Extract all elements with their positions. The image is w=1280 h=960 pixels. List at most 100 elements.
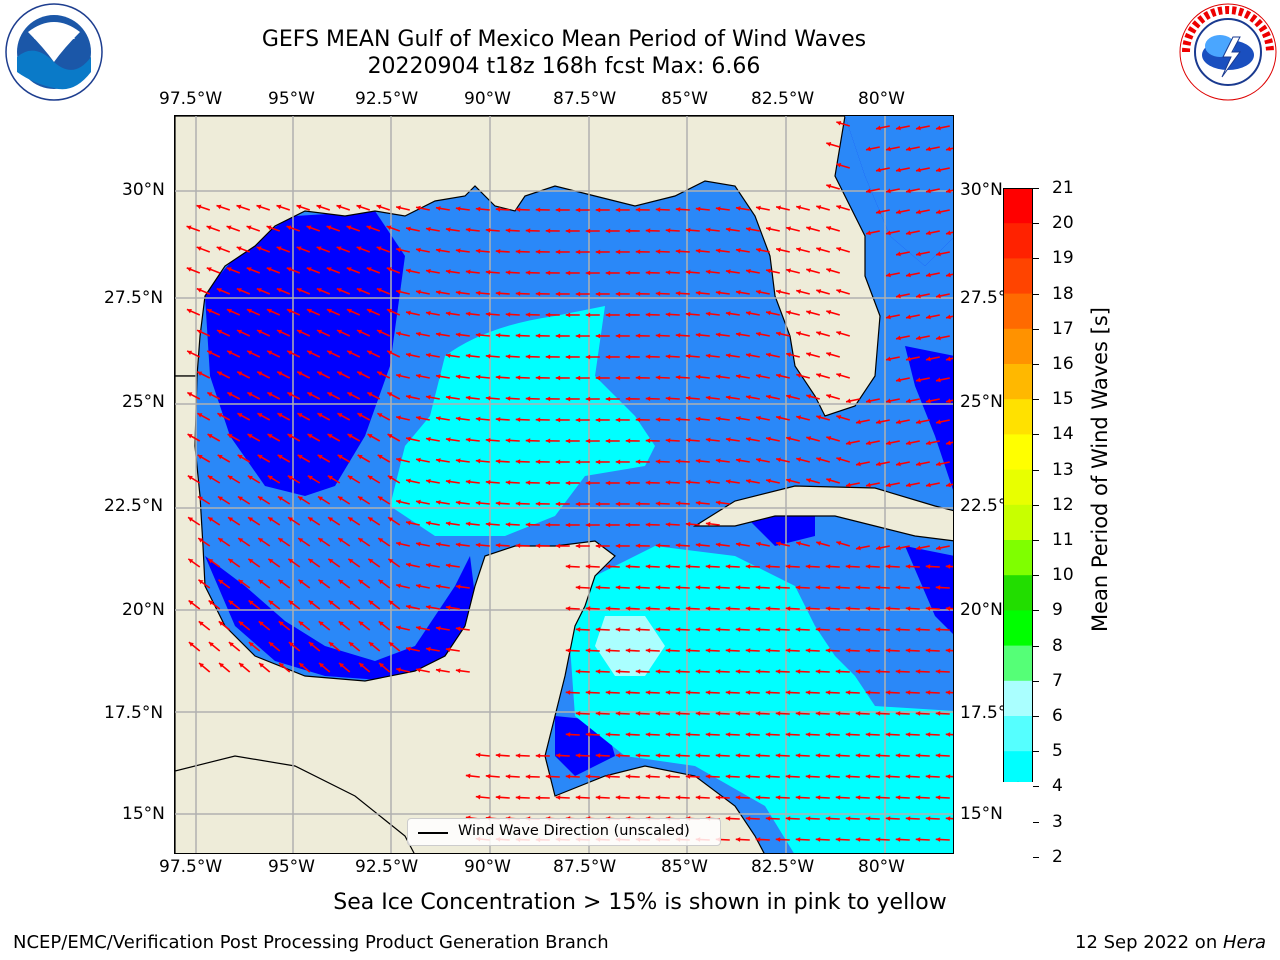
wave-arrow xyxy=(816,541,830,547)
wave-arrow xyxy=(336,204,351,211)
wave-arrow xyxy=(246,308,261,316)
wave-arrow xyxy=(755,753,770,758)
chart-subtitle: 20220904 t18z 168h fcst Max: 6.66 xyxy=(367,54,761,79)
wave-arrow xyxy=(445,605,460,610)
wave-arrow xyxy=(256,329,271,337)
wave-arrow xyxy=(816,289,830,295)
wave-arrow xyxy=(338,662,351,673)
wave-arrow xyxy=(525,354,540,360)
wave-arrow xyxy=(805,690,820,695)
wave-arrow xyxy=(545,228,560,234)
wave-arrow xyxy=(625,312,640,318)
wave-arrow xyxy=(575,627,590,632)
wave-arrow xyxy=(745,310,760,316)
wave-arrow xyxy=(555,417,570,423)
wave-arrow xyxy=(615,669,630,674)
wave-arrow xyxy=(505,312,520,317)
wave-arrow xyxy=(815,753,830,758)
wave-arrow xyxy=(655,711,670,716)
wave-arrow xyxy=(885,398,900,404)
wave-arrow xyxy=(915,335,930,341)
wave-arrow xyxy=(425,226,440,232)
wave-arrow xyxy=(635,795,650,800)
wave-arrow xyxy=(755,415,770,421)
wave-arrow xyxy=(455,626,470,632)
wave-arrow xyxy=(775,415,790,421)
wave-arrow xyxy=(845,482,860,488)
wave-arrow xyxy=(317,495,331,505)
wave-arrow xyxy=(297,412,311,421)
wave-arrow xyxy=(485,479,500,485)
wave-arrow xyxy=(915,251,930,257)
wave-arrow xyxy=(915,167,930,173)
wave-arrow xyxy=(675,416,690,422)
wave-arrow xyxy=(228,641,241,652)
wave-arrow xyxy=(276,204,291,211)
wave-arrow xyxy=(685,648,700,653)
colorbar-tick-label: 10 xyxy=(1052,565,1074,586)
wave-arrow xyxy=(525,228,540,234)
colorbar-segment xyxy=(1003,645,1033,682)
wave-arrow xyxy=(236,287,251,295)
wave-arrow xyxy=(366,391,381,400)
wave-arrow xyxy=(307,516,321,526)
wave-arrow xyxy=(545,312,560,318)
wave-arrow xyxy=(935,837,950,842)
wave-arrow xyxy=(665,354,680,359)
wave-arrow xyxy=(535,375,550,381)
wave-arrow xyxy=(875,753,890,758)
wave-arrow xyxy=(775,711,790,716)
wave-arrow xyxy=(237,412,251,421)
wave-arrow xyxy=(226,267,241,274)
wave-arrow xyxy=(378,662,391,673)
wave-arrow xyxy=(505,438,520,443)
wave-arrow xyxy=(267,433,281,442)
wave-arrow xyxy=(915,461,930,467)
wave-arrow xyxy=(615,417,630,423)
wave-arrow xyxy=(625,438,640,444)
colorbar-tick-mark xyxy=(1033,716,1039,717)
wave-arrow xyxy=(685,564,700,569)
wave-arrow xyxy=(905,314,920,320)
wave-arrow xyxy=(187,433,201,442)
wave-arrow xyxy=(816,247,830,253)
legend-label: Wind Wave Direction (unscaled) xyxy=(458,823,690,839)
wave-arrow xyxy=(855,795,870,800)
wave-arrow xyxy=(415,541,430,547)
wave-arrow xyxy=(555,249,570,255)
colorbar-tick-label: 6 xyxy=(1052,706,1063,726)
wave-arrow xyxy=(207,475,221,484)
wave-arrow xyxy=(655,795,670,800)
wave-arrow xyxy=(835,711,850,716)
lat-tick-left-4: 20°N xyxy=(122,600,165,620)
wave-arrow xyxy=(575,459,590,465)
wave-arrow xyxy=(665,396,680,401)
wave-arrow xyxy=(475,500,490,506)
wave-arrow xyxy=(288,641,301,652)
wave-arrow xyxy=(945,440,953,446)
wave-arrow xyxy=(425,478,440,484)
wave-arrow xyxy=(655,207,670,212)
wave-arrow xyxy=(875,795,890,800)
lon-tick-bottom-5: 85°W xyxy=(661,857,708,877)
wave-arrow xyxy=(815,627,830,632)
wave-arrow xyxy=(885,482,900,488)
wave-arrow xyxy=(925,774,940,779)
wave-arrow xyxy=(885,314,900,320)
wave-arrow xyxy=(435,206,450,211)
wave-arrow xyxy=(625,480,640,486)
wave-arrow xyxy=(465,521,480,527)
wave-arrow xyxy=(326,308,341,316)
wave-arrow xyxy=(337,454,351,463)
wave-arrow xyxy=(945,606,953,611)
wave-arrow xyxy=(915,125,930,131)
wave-arrow xyxy=(256,246,271,253)
wave-arrow xyxy=(327,558,341,568)
wave-arrow xyxy=(945,816,953,821)
wave-arrow xyxy=(297,495,311,505)
wave-arrow xyxy=(595,627,610,632)
wave-arrow xyxy=(825,690,840,695)
wave-arrow xyxy=(208,641,221,652)
wave-arrow xyxy=(376,204,391,211)
wave-arrow xyxy=(266,391,281,400)
